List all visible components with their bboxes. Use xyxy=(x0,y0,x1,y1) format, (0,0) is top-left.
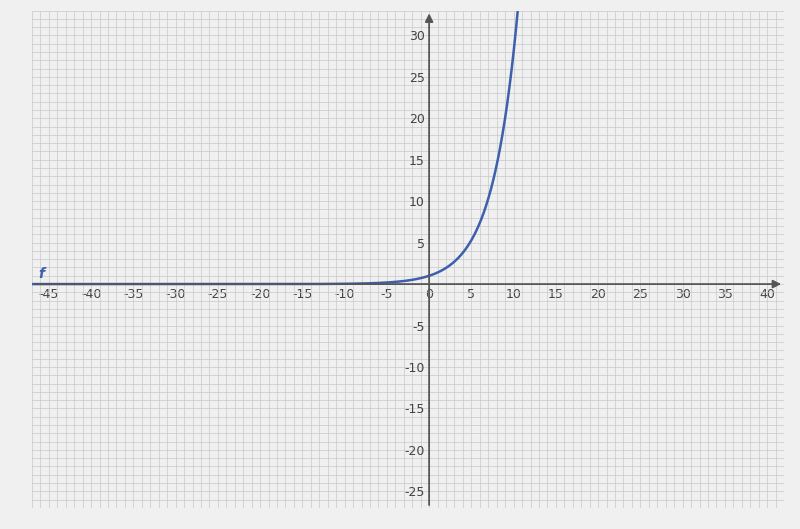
Text: f: f xyxy=(38,267,45,281)
